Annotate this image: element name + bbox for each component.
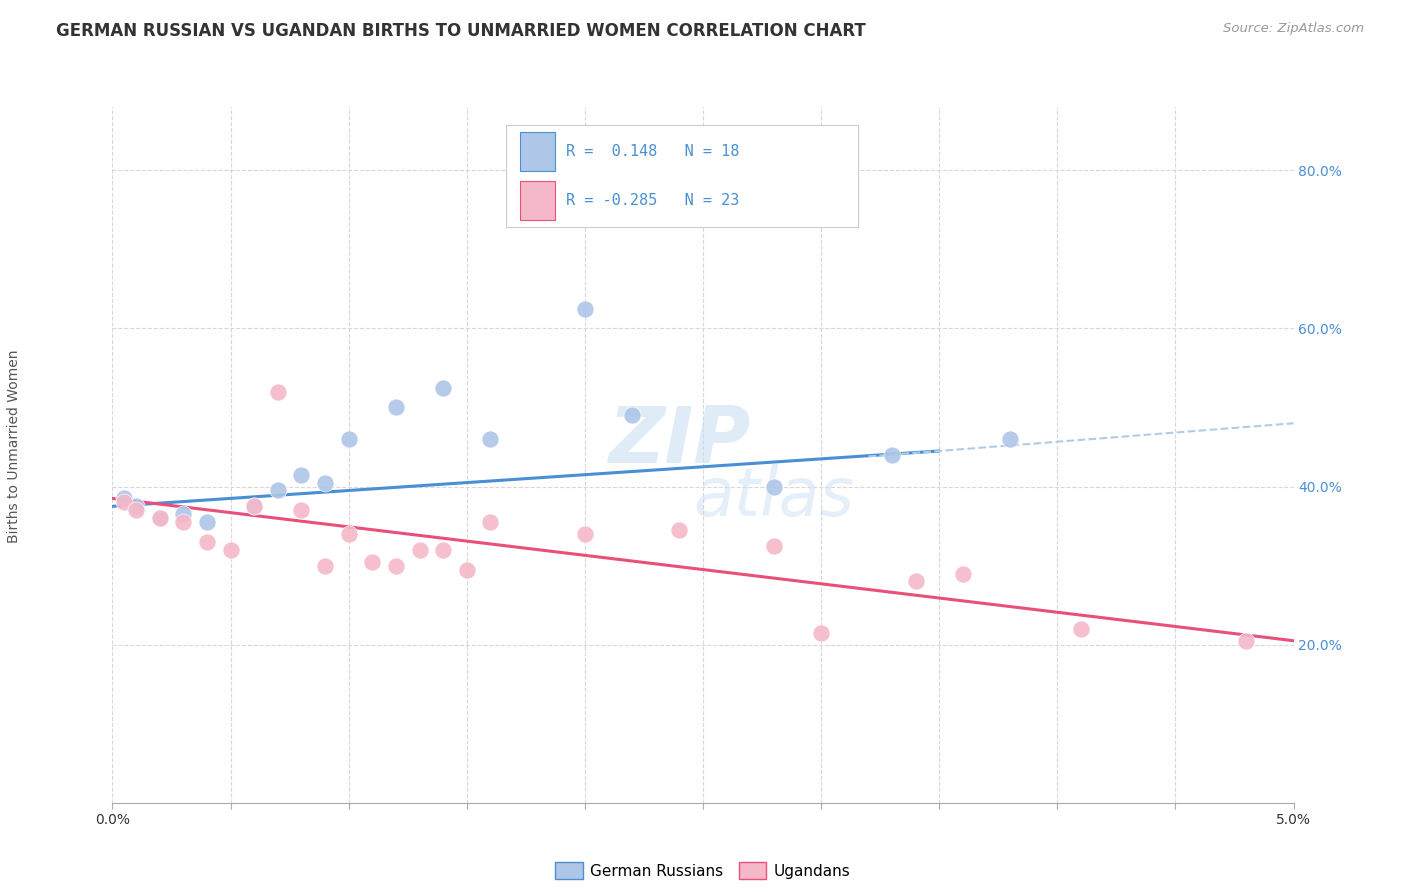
Point: [432, 542, 454, 557]
Point: [621, 409, 644, 423]
Point: [1234, 633, 1257, 648]
Point: [385, 401, 408, 415]
Point: [574, 301, 596, 316]
Point: [219, 542, 242, 557]
Point: [172, 515, 194, 529]
Point: [762, 479, 785, 493]
Point: [314, 558, 336, 573]
Point: [112, 491, 135, 506]
Legend: German Russians, Ugandans: German Russians, Ugandans: [550, 855, 856, 886]
Point: [998, 432, 1021, 446]
Point: [290, 503, 312, 517]
Text: R =  0.148   N = 18: R = 0.148 N = 18: [565, 144, 740, 159]
Point: [337, 432, 360, 446]
Point: [762, 539, 785, 553]
Point: [385, 558, 408, 573]
Point: [479, 515, 502, 529]
Point: [668, 523, 690, 537]
Text: ZIP: ZIP: [609, 403, 751, 479]
Point: [172, 507, 194, 521]
Point: [408, 542, 430, 557]
Point: [432, 381, 454, 395]
Point: [267, 384, 290, 399]
Text: Source: ZipAtlas.com: Source: ZipAtlas.com: [1223, 22, 1364, 36]
Point: [361, 555, 384, 569]
Text: GERMAN RUSSIAN VS UGANDAN BIRTHS TO UNMARRIED WOMEN CORRELATION CHART: GERMAN RUSSIAN VS UGANDAN BIRTHS TO UNMA…: [56, 22, 866, 40]
Text: Births to Unmarried Women: Births to Unmarried Women: [7, 350, 21, 542]
Bar: [520, 132, 555, 171]
Point: [267, 483, 290, 498]
Point: [904, 574, 927, 589]
Point: [952, 566, 974, 581]
Point: [880, 448, 903, 462]
Point: [456, 563, 478, 577]
Point: [149, 511, 172, 525]
Point: [810, 625, 832, 640]
Point: [243, 500, 266, 514]
Point: [1070, 622, 1092, 636]
Point: [125, 500, 148, 514]
Point: [243, 500, 266, 514]
Point: [149, 511, 172, 525]
Point: [125, 503, 148, 517]
Bar: [520, 181, 555, 220]
Point: [574, 527, 596, 541]
Point: [290, 467, 312, 482]
Point: [314, 475, 336, 490]
Text: atlas: atlas: [693, 464, 855, 530]
Point: [112, 495, 135, 509]
Point: [337, 527, 360, 541]
Point: [195, 515, 218, 529]
Point: [479, 432, 502, 446]
Point: [195, 534, 218, 549]
Text: R = -0.285   N = 23: R = -0.285 N = 23: [565, 194, 740, 209]
